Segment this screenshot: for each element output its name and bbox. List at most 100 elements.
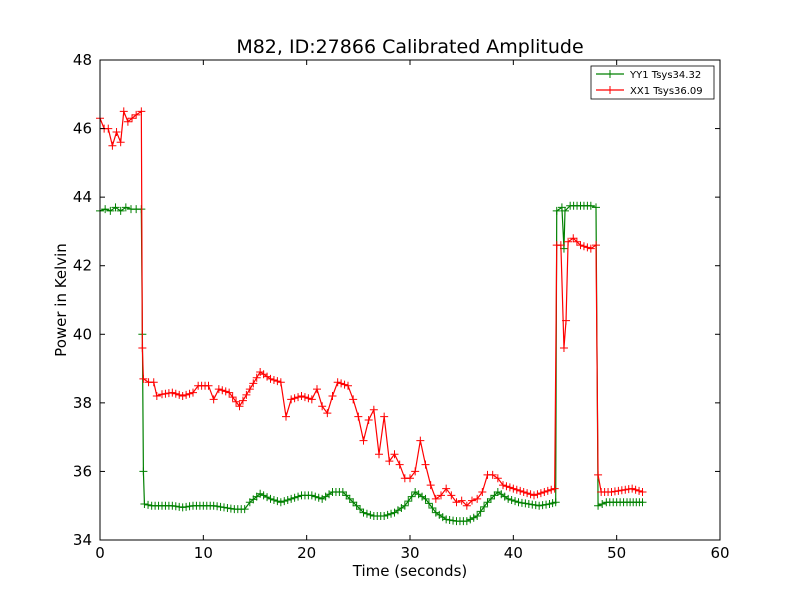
data-point-marker [123,117,132,126]
data-point-marker [462,501,471,510]
data-point-marker [576,241,585,250]
data-point-marker [290,394,299,403]
data-point-marker [282,412,290,421]
data-point-marker [531,501,540,510]
data-point-marker [220,503,228,512]
data-point-marker [535,501,544,510]
data-point-marker [523,489,532,498]
data-point-marker [307,395,316,404]
data-point-marker [164,389,173,398]
data-point-marker [442,484,451,493]
data-point-marker [104,124,113,133]
data-point-marker [158,390,166,399]
y-tick-label: 42 [73,257,92,275]
data-point-marker [516,486,525,495]
data-point-marker [586,201,595,210]
data-point-marker [586,244,595,253]
series-0 [96,201,647,526]
data-point-marker [469,513,478,522]
data-point-marker [380,412,389,421]
x-tick-label: 60 [710,544,729,562]
data-point-marker [483,498,492,507]
data-point-marker [178,503,187,512]
data-point-marker [514,498,523,507]
data-point-marker [359,436,368,445]
data-point-marker [168,501,177,510]
data-point-marker [318,402,327,411]
data-point-marker [476,507,485,516]
data-point-marker [468,496,476,505]
data-point-marker [108,141,117,150]
data-point-marker [530,491,538,500]
data-point-marker [552,206,561,215]
data-point-marker [416,436,425,445]
data-point-marker [540,488,549,496]
data-point-marker [238,396,247,405]
data-point-marker [592,241,600,250]
data-point-marker [175,502,184,511]
data-point-marker [273,377,282,386]
data-point-marker [421,460,430,469]
data-point-marker [214,385,223,394]
data-point-marker [294,492,303,501]
x-axis-label: Time (seconds) [352,562,468,580]
data-point-marker [617,486,626,495]
data-point-marker [449,516,458,525]
data-point-marker [504,494,513,503]
y-tick-label: 48 [73,51,92,69]
data-point-marker [428,504,437,512]
data-point-marker [269,376,278,384]
y-tick-label: 34 [73,531,92,549]
data-point-marker [512,485,521,494]
series-line [99,205,643,522]
data-point-marker [356,505,365,514]
data-point-marker [132,110,141,119]
data-point-marker [473,494,482,503]
data-point-marker [349,498,358,507]
data-point-marker [564,237,573,246]
data-point-marker [437,491,445,500]
data-point-marker [431,494,440,503]
data-point-marker [452,498,461,507]
y-tick-label: 40 [73,325,92,343]
data-point-marker [290,493,299,502]
data-point-marker [328,392,337,400]
data-point-marker [263,493,272,502]
data-point-marker [333,378,342,387]
data-point-marker [524,500,533,508]
data-point-marker [594,501,603,510]
data-point-marker [466,515,475,524]
x-tick-label: 50 [607,544,626,562]
data-point-marker [390,450,399,459]
data-point-marker [507,496,516,504]
data-point-marker [228,393,237,402]
data-point-marker [631,485,640,494]
data-point-marker [252,373,261,382]
data-point-marker [175,390,184,399]
data-point-marker [362,509,371,518]
data-point-marker [223,504,232,512]
data-point-marker [213,502,222,511]
data-point-marker [221,387,230,396]
data-point-marker [517,498,526,507]
data-point-marker [387,509,396,518]
data-point-marker [352,501,361,510]
data-point-marker [404,497,413,506]
data-point-marker [259,491,268,500]
data-point-marker [594,470,603,479]
data-point-marker [366,510,375,519]
legend-marker [606,70,614,78]
data-point-marker [533,490,542,499]
data-point-marker [359,508,368,517]
data-point-marker [569,234,578,243]
data-point-marker [144,500,153,509]
data-point-marker [486,494,495,503]
data-point-marker [349,395,358,404]
data-point-marker [232,397,241,406]
data-point-marker [313,385,321,394]
data-point-marker [519,488,528,496]
data-point-marker [121,203,130,212]
data-point-marker [242,390,251,399]
data-point-marker [424,499,433,508]
